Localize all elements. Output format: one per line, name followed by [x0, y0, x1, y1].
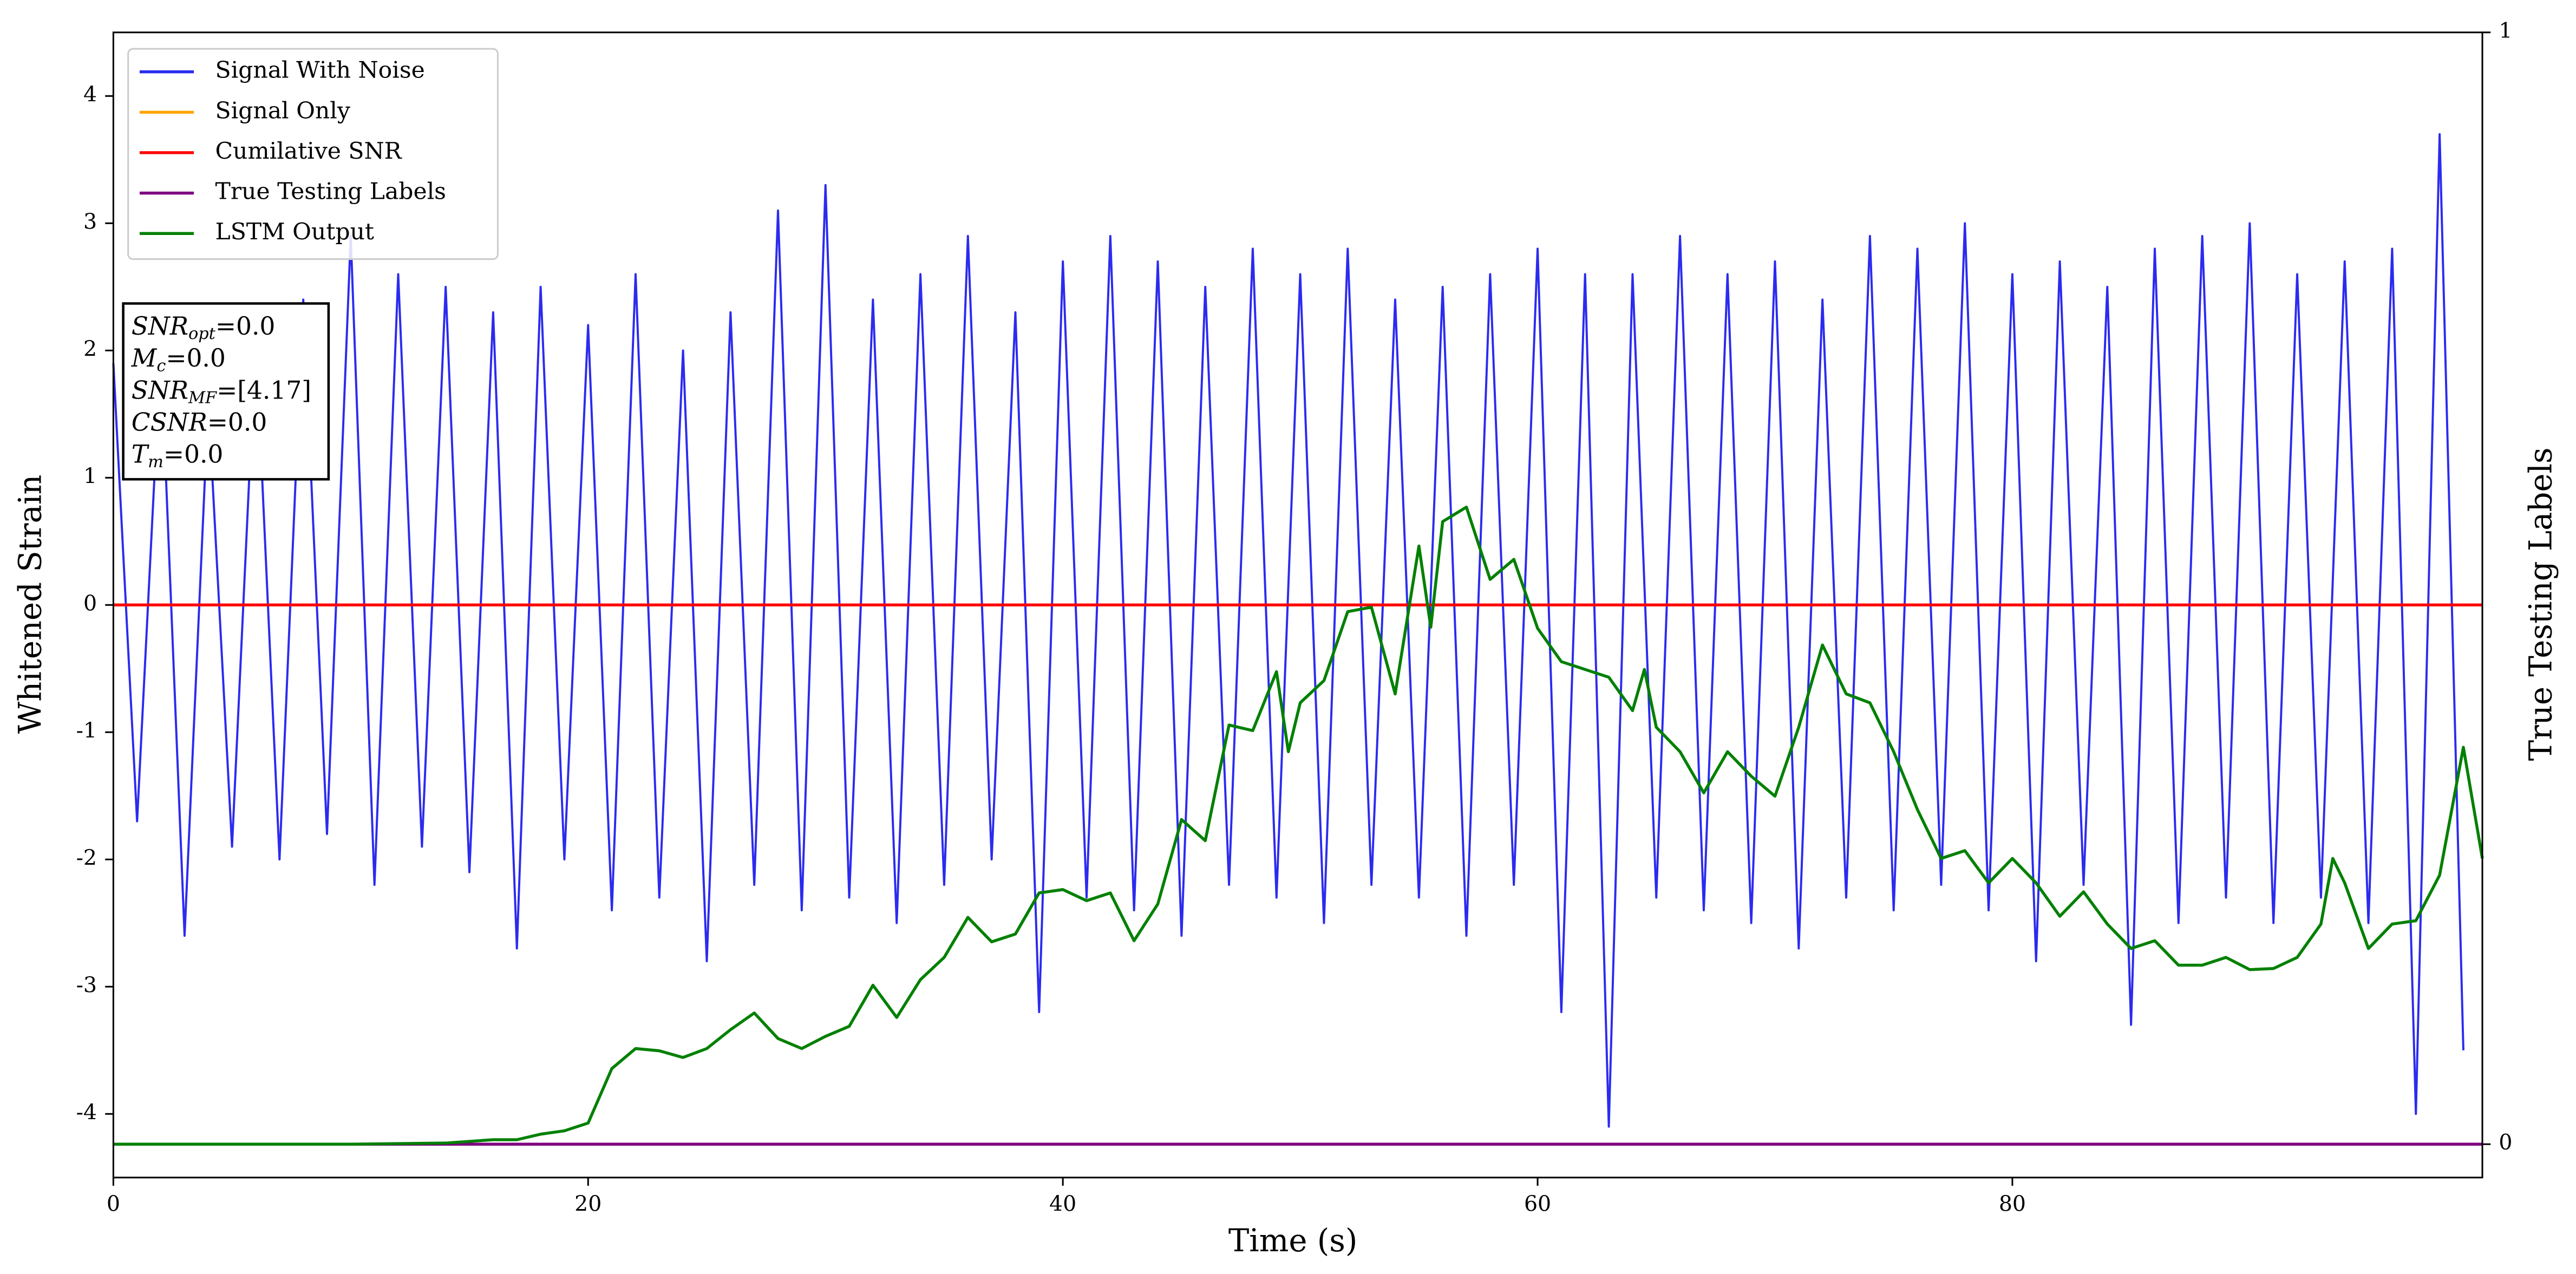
annotation-value: =0.0 [164, 440, 223, 468]
plot-area [112, 133, 2484, 1146]
y-tick-label: -4 [76, 1100, 97, 1125]
y-tick-label: 3 [83, 209, 97, 234]
legend-label: Cumilative SNR [215, 138, 402, 165]
y2-tick-label: 0 [2499, 1130, 2512, 1155]
annotation-subscript: m [148, 453, 164, 472]
annotation-value: =[4.17] [217, 376, 311, 404]
legend-label: Signal Only [215, 97, 350, 124]
legend: Signal With Noise Signal Only Cumilative S… [127, 48, 499, 260]
y2-axis-label: True Testing Labels [2522, 447, 2559, 761]
annotation-line: SNRMF=[4.17] [132, 376, 311, 408]
y-tick-label: -1 [76, 718, 97, 743]
annotation-symbol: CSNR [132, 408, 207, 436]
x-tick-label: 60 [1524, 1191, 1551, 1216]
y-tick-label: 1 [83, 463, 97, 488]
annotation-box [122, 302, 330, 481]
annotation-line: SNRopt=0.0 [132, 312, 276, 344]
annotation-symbol: SNR [132, 312, 188, 341]
x-tick-label: 80 [1999, 1191, 2026, 1216]
y2-tick-label: 1 [2499, 18, 2512, 43]
y-tick-label: -3 [76, 972, 97, 997]
annotation-line: Mc=0.0 [131, 344, 226, 376]
x-tick-label: 40 [1049, 1191, 1076, 1216]
annotation-value: =0.0 [215, 312, 275, 341]
annotation-subscript: c [156, 356, 166, 375]
annotation-line: CSNR=0.0 [132, 408, 267, 436]
annotation-subscript: opt [188, 324, 216, 343]
legend-box [127, 48, 499, 260]
series-line [112, 133, 2464, 1128]
legend-label: LSTM Output [215, 219, 374, 245]
y-tick-label: 0 [83, 591, 97, 616]
annotation-symbol: T [132, 440, 150, 468]
legend-label: Signal With Noise [215, 57, 425, 84]
x-tick-label: 20 [574, 1191, 601, 1216]
x-tick-label: 0 [107, 1191, 120, 1216]
y-tick-label: 4 [83, 82, 97, 107]
annotation-symbol: M [131, 344, 158, 373]
annotation-subscript: MF [188, 389, 217, 408]
x-axis-label: Time (s) [1228, 1222, 1358, 1259]
y-tick-label: -2 [76, 845, 97, 870]
series-line [113, 505, 2484, 1146]
annotation-value: =0.0 [166, 344, 225, 373]
annotation-line: Tm=0.0 [132, 440, 224, 472]
annotation: SNRopt=0.0Mc=0.0SNRMF=[4.17]CSNR=0.0Tm=0… [122, 302, 330, 481]
annotation-value: =0.0 [207, 408, 267, 436]
y-tick-label: 2 [83, 336, 97, 361]
legend-label: True Testing Labels [215, 179, 446, 205]
annotation-symbol: SNR [132, 376, 188, 404]
y-axis-label: Whitened Strain [12, 474, 49, 734]
